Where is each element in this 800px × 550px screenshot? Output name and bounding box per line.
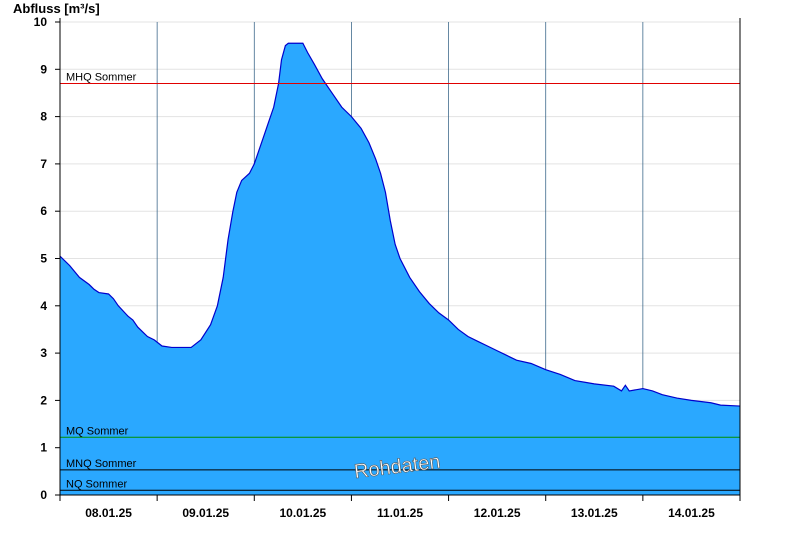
tick-labels: 0 1 2 3 4 5 6 7 8 9 10 08.01.25 09.01.25 10.01.25 11.0… xyxy=(34,15,715,520)
y-tick-label: 8 xyxy=(40,110,47,124)
y-tick-label: 1 xyxy=(40,441,47,455)
y-tick-label: 5 xyxy=(40,252,47,266)
reference-line-label: MNQ Sommer xyxy=(66,458,137,470)
x-tick-label: 11.01.25 xyxy=(377,506,423,520)
y-tick-label: 0 xyxy=(40,488,47,502)
reference-line-label: NQ Sommer xyxy=(66,478,127,490)
y-tick-label: 10 xyxy=(34,15,48,29)
reference-line-label: MHQ Sommer xyxy=(66,71,137,83)
x-tick-label: 14.01.25 xyxy=(668,506,715,520)
y-tick-label: 3 xyxy=(40,346,47,360)
x-tick-label: 10.01.25 xyxy=(279,506,326,520)
data-series-layer xyxy=(59,42,741,495)
data-series-area xyxy=(60,43,740,495)
y-tick-label: 6 xyxy=(40,204,47,218)
x-tick-label: 09.01.25 xyxy=(182,506,229,520)
x-tick-label: 13.01.25 xyxy=(571,506,618,520)
y-tick-label: 4 xyxy=(40,299,47,313)
y-tick-label: 9 xyxy=(40,62,47,76)
reference-line-label: MQ Sommer xyxy=(66,425,129,437)
y-tick-label: 2 xyxy=(40,393,47,407)
axes xyxy=(55,18,741,501)
x-tick-label: 12.01.25 xyxy=(474,506,521,520)
reference-lines: MHQ Sommer MQ Sommer MNQ Sommer NQ Sommer xyxy=(60,71,740,491)
x-tick-label: 08.01.25 xyxy=(85,506,132,520)
y-axis-title: Abfluss [m³/s] xyxy=(13,1,100,16)
y-tick-label: 7 xyxy=(40,157,47,171)
data-series-line xyxy=(59,42,741,407)
